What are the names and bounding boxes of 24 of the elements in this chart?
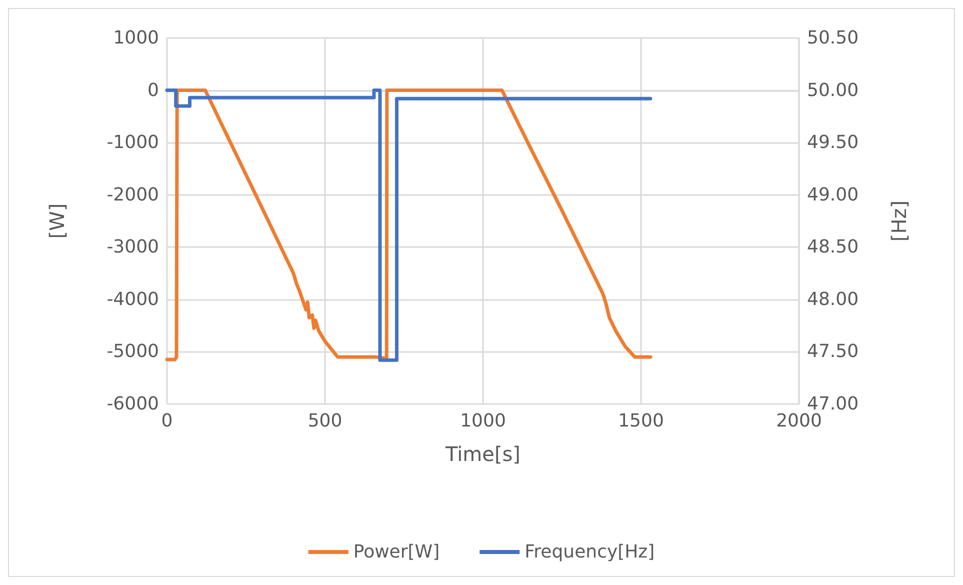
y-tick-label: 1000 [113,28,159,48]
y-tick-label: -4000 [106,288,159,310]
x-tick-label: 0 [161,410,173,432]
y2-tick-label: 49.50 [807,132,859,154]
y2-axis-title: [Hz] [887,200,911,242]
x-axis-title: Time[s] [444,442,520,466]
y2-tick-label: 50.50 [807,28,859,48]
x-tick-label: 1000 [460,410,506,432]
y2-tick-label: 48.50 [807,236,859,258]
legend-label: Frequency[Hz] [524,542,655,562]
x-tick-label: 500 [308,410,342,432]
x-tick-label: 1500 [618,410,664,432]
y2-tick-label: 48.00 [807,288,859,310]
y-axis-title: [W] [45,203,69,239]
y-tick-label: 0 [148,80,159,101]
legend-label: Power[W] [353,542,440,562]
y-tick-label: -5000 [106,341,159,362]
y-tick-label: -6000 [106,394,159,414]
y-tick-label: -1000 [106,132,159,154]
y2-tick-label: 50.00 [807,80,859,101]
y2-tick-label: 47.50 [807,341,859,362]
y-tick-label: -3000 [106,236,159,258]
y-tick-label: -2000 [106,184,159,206]
y2-tick-label: 49.00 [807,184,859,206]
